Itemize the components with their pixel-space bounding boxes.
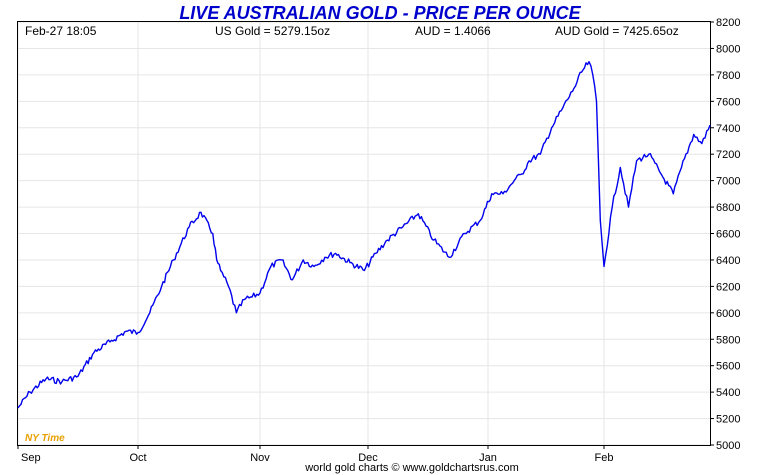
us-gold-readout: US Gold = 5279.15oz [215,24,330,38]
y-tick-label: 6200 [716,281,740,293]
x-tick-label: Nov [250,452,270,464]
y-tick-label: 5600 [716,361,740,373]
date-time-readout: Feb-27 18:05 [25,24,97,38]
y-axis: 5000 5200 5400 5600 5800 6000 6200 6400 6600 6800… [710,17,740,452]
y-tick-label: 6600 [716,229,740,241]
x-tick-label: Oct [129,452,146,464]
x-tick-label: Sep [21,452,41,464]
aud-gold-readout: AUD Gold = 7425.65oz [555,24,679,38]
y-tick-label: 7000 [716,176,740,188]
y-tick-label: 7800 [716,70,740,82]
y-tick-label: 8000 [716,43,740,55]
y-tick-label: 6000 [716,308,740,320]
x-tick-label: Feb [595,452,614,464]
y-tick-label: 7400 [716,123,740,135]
chart-title: LIVE AUSTRALIAN GOLD - PRICE PER OUNCE [179,3,581,23]
y-tick-label: 5200 [716,414,740,426]
y-tick-label: 8200 [716,17,740,29]
x-axis: Sep Oct Nov Dec Jan Feb [17,445,614,464]
y-tick-label: 7200 [716,149,740,161]
ny-time-label: NY Time [25,433,65,444]
price-series-line [17,61,711,409]
y-tick-label: 7600 [716,96,740,108]
footer-credit: world gold charts © www.goldchartsrus.co… [304,462,519,474]
x-tick-label: Jan [479,452,497,464]
y-tick-label: 5000 [716,440,740,452]
grid-lines [17,21,710,446]
aud-rate-readout: AUD = 1.4066 [415,24,491,38]
x-tick-label: Dec [358,452,378,464]
y-tick-label: 6400 [716,255,740,267]
y-tick-label: 5400 [716,387,740,399]
y-tick-label: 5800 [716,334,740,346]
y-tick-label: 6800 [716,202,740,214]
